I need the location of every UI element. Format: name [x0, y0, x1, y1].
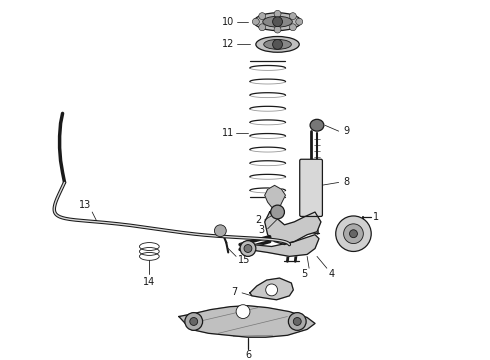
- Ellipse shape: [310, 119, 324, 131]
- Circle shape: [190, 318, 197, 325]
- Circle shape: [259, 24, 266, 31]
- Text: 9: 9: [343, 126, 350, 136]
- Ellipse shape: [263, 16, 293, 27]
- Polygon shape: [250, 278, 294, 300]
- Text: 11: 11: [222, 128, 234, 138]
- Text: 3: 3: [259, 225, 265, 235]
- Circle shape: [296, 18, 303, 25]
- Polygon shape: [265, 185, 286, 212]
- Polygon shape: [179, 306, 315, 337]
- Circle shape: [259, 13, 266, 19]
- Text: 12: 12: [222, 39, 234, 49]
- Text: 13: 13: [79, 200, 91, 210]
- Circle shape: [236, 305, 250, 319]
- Circle shape: [272, 40, 282, 49]
- Polygon shape: [240, 235, 319, 256]
- Text: 10: 10: [222, 17, 234, 27]
- Text: 7: 7: [231, 287, 237, 297]
- Text: 4: 4: [329, 269, 335, 279]
- Text: 14: 14: [143, 277, 155, 287]
- Circle shape: [274, 26, 281, 33]
- Text: 5: 5: [301, 269, 307, 279]
- Circle shape: [336, 216, 371, 251]
- Text: 15: 15: [238, 255, 250, 265]
- Circle shape: [349, 230, 357, 238]
- Text: 8: 8: [343, 177, 350, 188]
- Text: 2: 2: [256, 215, 262, 225]
- Circle shape: [290, 13, 296, 19]
- Circle shape: [270, 205, 284, 219]
- Text: 1: 1: [373, 212, 379, 222]
- Ellipse shape: [264, 40, 292, 49]
- Circle shape: [215, 225, 226, 237]
- Polygon shape: [265, 212, 321, 244]
- Ellipse shape: [254, 13, 301, 31]
- Circle shape: [272, 17, 282, 27]
- Circle shape: [244, 244, 252, 252]
- Ellipse shape: [256, 36, 299, 52]
- FancyBboxPatch shape: [300, 159, 322, 216]
- Circle shape: [289, 312, 306, 330]
- Circle shape: [185, 312, 202, 330]
- Circle shape: [274, 10, 281, 17]
- Text: 6: 6: [245, 350, 251, 360]
- Circle shape: [252, 18, 259, 25]
- Circle shape: [240, 240, 256, 256]
- Circle shape: [343, 224, 363, 244]
- Circle shape: [290, 24, 296, 31]
- Circle shape: [266, 284, 277, 296]
- Circle shape: [294, 318, 301, 325]
